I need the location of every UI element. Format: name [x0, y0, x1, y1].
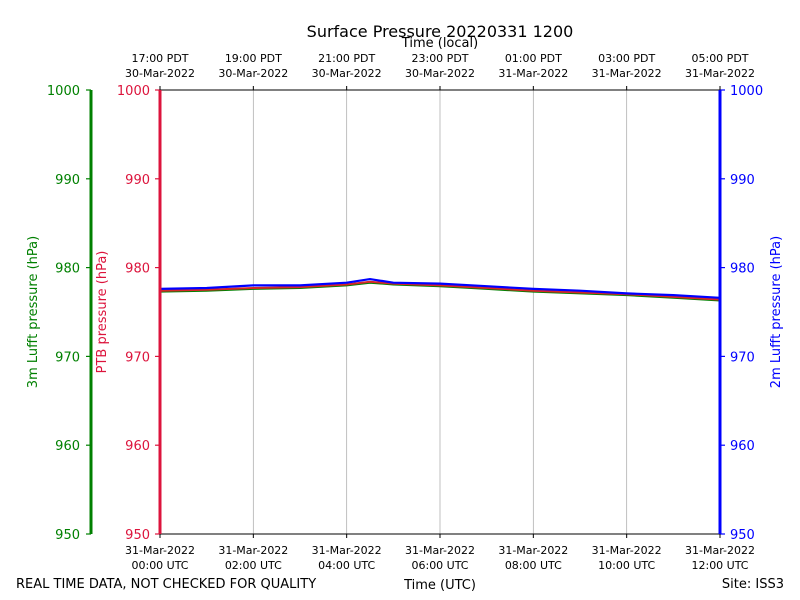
xtick-bottom-date: 31-Mar-2022 [498, 544, 568, 557]
top-axis-label: Time (local) [401, 36, 478, 51]
xtick-top-date: 31-Mar-2022 [498, 67, 568, 80]
xtick-bottom-date: 31-Mar-2022 [592, 544, 662, 557]
ticks: 950 950 950 960 960 960 970 970 970 980 980 980 990 9… [47, 52, 763, 572]
ytick-label-2m-lufft: 970 [730, 350, 755, 365]
xtick-top-time: 03:00 PDT [598, 52, 655, 65]
xtick-top-time: 17:00 PDT [131, 52, 188, 65]
ytick-label-3m-lufft: 990 [55, 173, 80, 188]
xtick-top-time: 05:00 PDT [691, 52, 748, 65]
xtick-top-date: 31-Mar-2022 [592, 67, 662, 80]
xtick-top-date: 30-Mar-2022 [405, 67, 475, 80]
xtick-bottom-date: 31-Mar-2022 [218, 544, 288, 557]
xtick-bottom-time: 08:00 UTC [505, 559, 562, 572]
ytick-label-2m-lufft: 960 [730, 439, 755, 454]
xtick-bottom-time: 10:00 UTC [598, 559, 655, 572]
quality-note: REAL TIME DATA, NOT CHECKED FOR QUALITY [16, 577, 316, 592]
xtick-top-time: 23:00 PDT [411, 52, 468, 65]
ytick-label-ptb: 980 [125, 262, 150, 277]
ytick-label-ptb: 990 [125, 173, 150, 188]
ytick-label-3m-lufft: 960 [55, 439, 80, 454]
xtick-bottom-date: 31-Mar-2022 [312, 544, 382, 557]
xtick-bottom-time: 02:00 UTC [225, 559, 282, 572]
series-line-2 [159, 277, 721, 299]
ytick-label-ptb: 1000 [117, 84, 150, 99]
xtick-bottom-date: 31-Mar-2022 [125, 544, 195, 557]
site-label: Site: ISS3 [722, 577, 784, 592]
xtick-bottom-time: 06:00 UTC [411, 559, 468, 572]
ytick-label-2m-lufft: 950 [730, 528, 755, 543]
x-axis-label: Time (UTC) [403, 578, 476, 593]
xtick-bottom-time: 04:00 UTC [318, 559, 375, 572]
axes [89, 90, 722, 534]
ytick-label-2m-lufft: 990 [730, 173, 755, 188]
xtick-bottom-time: 12:00 UTC [691, 559, 748, 572]
ytick-label-ptb: 960 [125, 439, 150, 454]
ytick-label-2m-lufft: 1000 [730, 84, 763, 99]
y-label-2m-lufft: 2m Lufft pressure (hPa) [769, 236, 784, 388]
ytick-label-2m-lufft: 980 [730, 262, 755, 277]
xtick-top-date: 31-Mar-2022 [685, 67, 755, 80]
y-label-3m-lufft: 3m Lufft pressure (hPa) [26, 236, 41, 388]
xtick-bottom-date: 31-Mar-2022 [405, 544, 475, 557]
ytick-label-3m-lufft: 980 [55, 262, 80, 277]
series-layer [159, 277, 721, 302]
xtick-top-date: 30-Mar-2022 [218, 67, 288, 80]
xtick-top-date: 30-Mar-2022 [312, 67, 382, 80]
ytick-label-ptb: 950 [125, 528, 150, 543]
xtick-top-time: 19:00 PDT [225, 52, 282, 65]
xtick-top-date: 30-Mar-2022 [125, 67, 195, 80]
ytick-label-3m-lufft: 970 [55, 350, 80, 365]
ytick-label-3m-lufft: 950 [55, 528, 80, 543]
ytick-label-ptb: 970 [125, 350, 150, 365]
y-label-ptb: PTB pressure (hPa) [95, 251, 110, 374]
xtick-top-time: 21:00 PDT [318, 52, 375, 65]
chart-title: Surface Pressure 20220331 1200 [307, 22, 574, 41]
xtick-bottom-date: 31-Mar-2022 [685, 544, 755, 557]
xtick-bottom-time: 00:00 UTC [131, 559, 188, 572]
grid [159, 90, 721, 534]
xtick-top-time: 01:00 PDT [505, 52, 562, 65]
ytick-label-3m-lufft: 1000 [47, 84, 80, 99]
